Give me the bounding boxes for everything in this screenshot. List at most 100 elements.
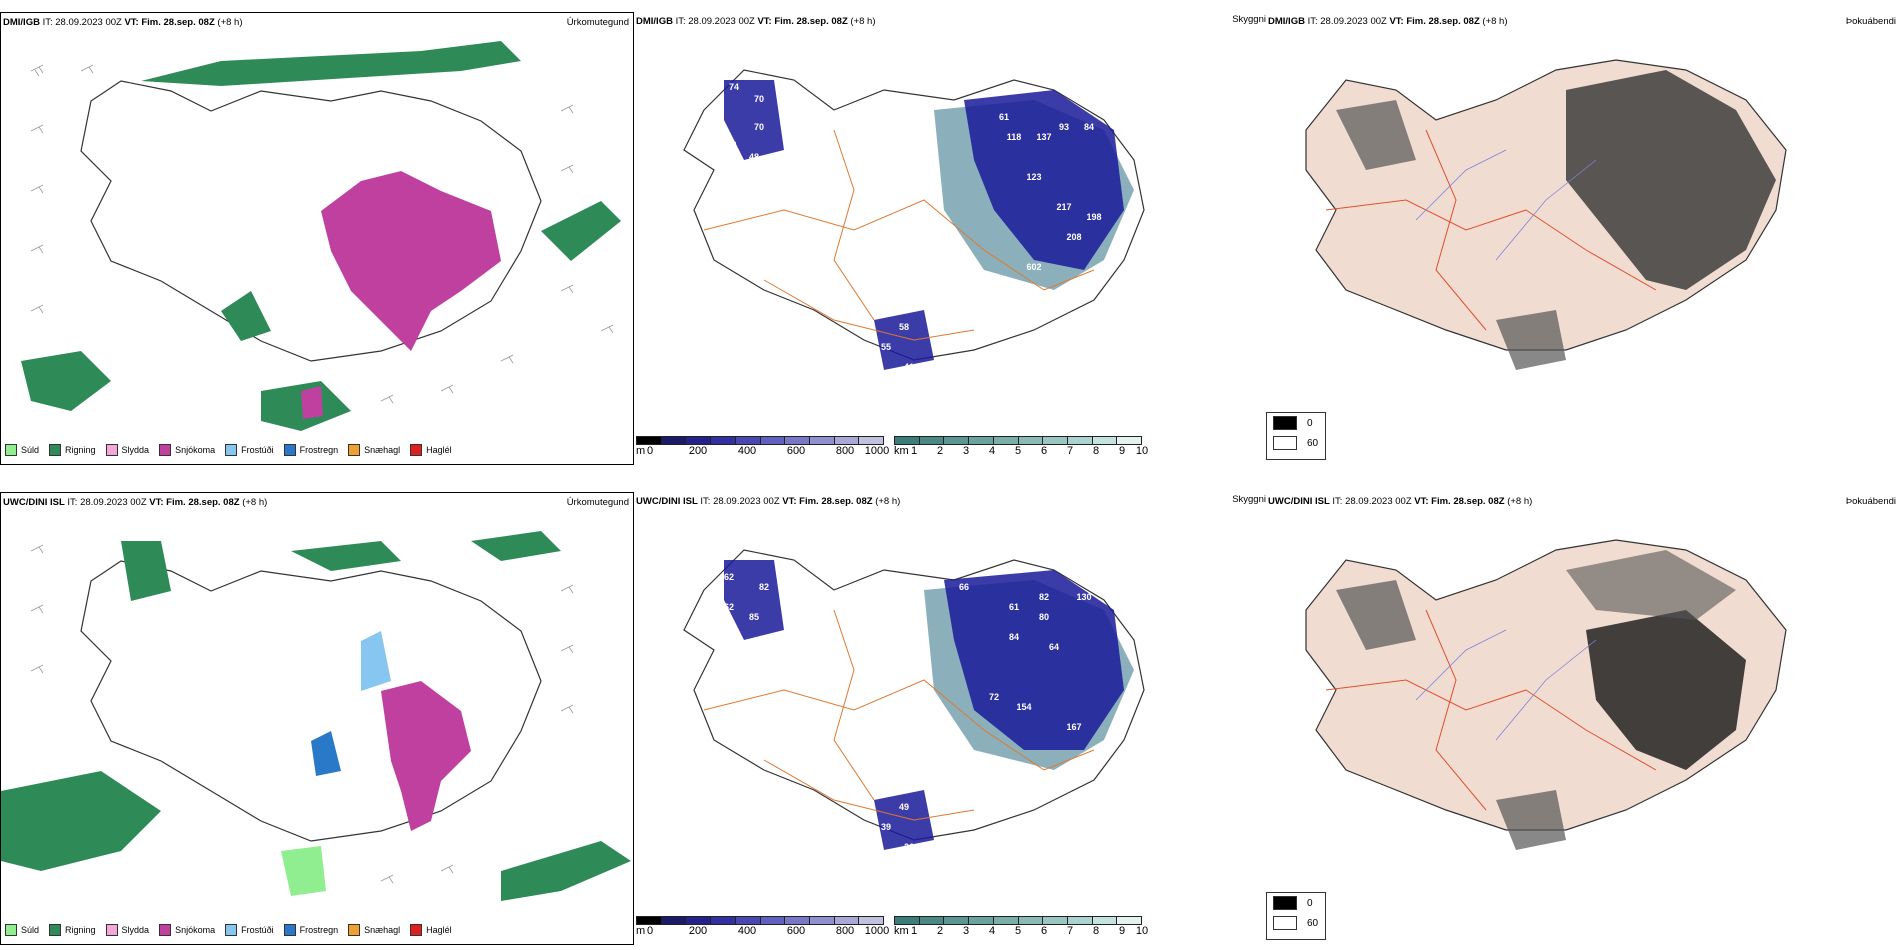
height-colorbar: m 0 200 400 600 800 1000 [636,436,889,457]
lead-time: (+8 h) [242,497,268,508]
panel-title: Skyggni [1232,14,1266,25]
fog-legend-2: 0 60 [1266,892,1326,940]
legend-item-rain: Rigning [49,924,96,936]
fog-swatch [1273,896,1297,910]
vt-label: VT: [124,17,139,28]
svg-text:55: 55 [881,342,891,352]
panel-header: DMI/IGB IT: 28.09.2023 00Z VT: Fim. 28.s… [636,16,876,27]
roads [1325,129,1657,331]
legend-swatch [159,924,172,936]
fog-swatch [1273,416,1297,430]
legend-item-sleet: Slydda [105,924,149,936]
svg-text:39: 39 [881,822,891,832]
fog-map [1305,59,1787,370]
legend-item-sleet: Slydda [105,444,149,456]
svg-text:62: 62 [724,602,734,612]
legend-item-freezing-drizzle: Frostúði [225,444,274,456]
precip-numbers: 74 70 70 108 48 82 61 118 137 93 84 123 … [721,82,1101,372]
svg-text:154: 154 [1016,702,1031,712]
fog-legend-row: 0 [1267,893,1325,913]
fog-map [1305,539,1787,850]
svg-text:123: 123 [1026,172,1041,182]
iceland-outline [80,560,542,842]
legend-item-snow: Snjókoma [159,444,215,456]
panel-header: DMI/IGB IT: 28.09.2023 00Z VT: Fim. 28.s… [1268,16,1508,27]
vt-value: Fim. 28.sep. 08Z [1406,16,1480,27]
legend-item-snow-pellets: Snæhagl [348,924,400,936]
roads [703,609,1095,821]
svg-text:217: 217 [1056,202,1071,212]
it-label: IT: [42,17,53,28]
vis-deep-area [964,90,1124,270]
svg-text:130: 130 [1076,592,1091,602]
legend-item-snow-pellets: Snæhagl [348,444,400,456]
panel-title: Þokuábendi [1845,496,1896,507]
panel-title: Skyggni [1232,494,1266,505]
legend-item-drizzle: Súld [5,924,39,936]
vt-label: VT: [1389,16,1404,27]
lead-time: (+8 h) [1482,16,1508,27]
legend-item-hail: Haglél [410,444,452,456]
visibility-map: 74 70 70 108 48 82 61 118 137 93 84 123 … [683,69,1145,372]
lead-time: (+8 h) [850,16,876,27]
it-label: IT: [700,496,711,507]
fog-dark-area [1586,610,1746,770]
svg-text:70: 70 [754,122,764,132]
svg-text:82: 82 [1039,592,1049,602]
legend-swatch [225,924,238,936]
vis-colorbar-cells [894,916,1142,925]
vis-colorbar-cells [894,436,1142,445]
it-label: IT: [1332,496,1343,507]
vt-label: VT: [1414,496,1429,507]
svg-text:137: 137 [1036,132,1051,142]
panel-header: DMI/IGB IT: 28.09.2023 00Z VT: Fim. 28.s… [3,17,243,28]
svg-text:49: 49 [899,802,909,812]
rivers [1415,149,1597,261]
vt-value: Fim. 28.sep. 08Z [799,496,873,507]
it-value: 28.09.2023 00Z [1320,16,1387,27]
height-colorbar-cells [636,436,884,445]
height-unit: m [636,925,646,937]
svg-text:108: 108 [721,140,736,150]
svg-text:70: 70 [754,94,764,104]
precip-type-panel-2: UWC/DINI ISL IT: 28.09.2023 00Z VT: Fim.… [0,492,634,945]
precip-type-map [1,531,631,901]
legend-item-drizzle: Súld [5,444,39,456]
legend-swatch [410,924,423,936]
panel-header: UWC/DINI ISL IT: 28.09.2023 00Z VT: Fim.… [1268,496,1532,507]
vt-value: Fim. 28.sep. 08Z [141,17,215,28]
svg-text:167: 167 [1066,722,1081,732]
vis-ticks: km 1 2 3 4 5 6 7 8 9 10 [894,445,1149,457]
legend-swatch [283,924,296,936]
legend-swatch [348,924,361,936]
model-name: UWC/DINI ISL [636,496,698,507]
it-label: IT: [675,16,686,27]
panel-header: UWC/DINI ISL IT: 28.09.2023 00Z VT: Fim.… [3,497,267,508]
svg-text:48: 48 [749,152,759,162]
model-name: DMI/IGB [3,17,40,28]
vt-value: Fim. 28.sep. 08Z [166,497,240,508]
visibility-panel-2: UWC/DINI ISL IT: 28.09.2023 00Z VT: Fim.… [634,492,1266,945]
vt-value: Fim. 28.sep. 08Z [774,16,848,27]
legend-item-freezing-drizzle: Frostúði [225,924,274,936]
height-ticks: m 0 200 400 600 800 1000 [636,925,890,937]
vis-unit: km [894,445,909,457]
panel-header: UWC/DINI ISL IT: 28.09.2023 00Z VT: Fim.… [636,496,900,507]
svg-text:74: 74 [729,82,739,92]
legend-swatch [410,444,423,456]
panel-title: Úrkomutegund [566,17,629,28]
it-value: 28.09.2023 00Z [80,497,147,508]
model-name: UWC/DINI ISL [1268,496,1330,507]
height-unit: m [636,445,646,457]
precip-numbers: 62 82 62 85 66 61 82 130 80 84 64 72 154… [724,572,1092,852]
visibility-panel-1: DMI/IGB IT: 28.09.2023 00Z VT: Fim. 28.s… [634,12,1266,465]
svg-text:41: 41 [904,362,914,372]
precip-type-panel-1: DMI/IGB IT: 28.09.2023 00Z VT: Fim. 28.s… [0,12,634,465]
svg-text:602: 602 [1026,262,1041,272]
legend-swatch [5,924,17,936]
legend-swatch [105,924,118,936]
panel-title: Þokuábendi [1845,16,1896,27]
svg-text:84: 84 [1009,632,1019,642]
visibility-colorbar: km 1 2 3 4 5 6 7 8 9 10 [894,916,1148,937]
height-ticks: m 0 200 400 600 800 1000 [636,445,890,457]
